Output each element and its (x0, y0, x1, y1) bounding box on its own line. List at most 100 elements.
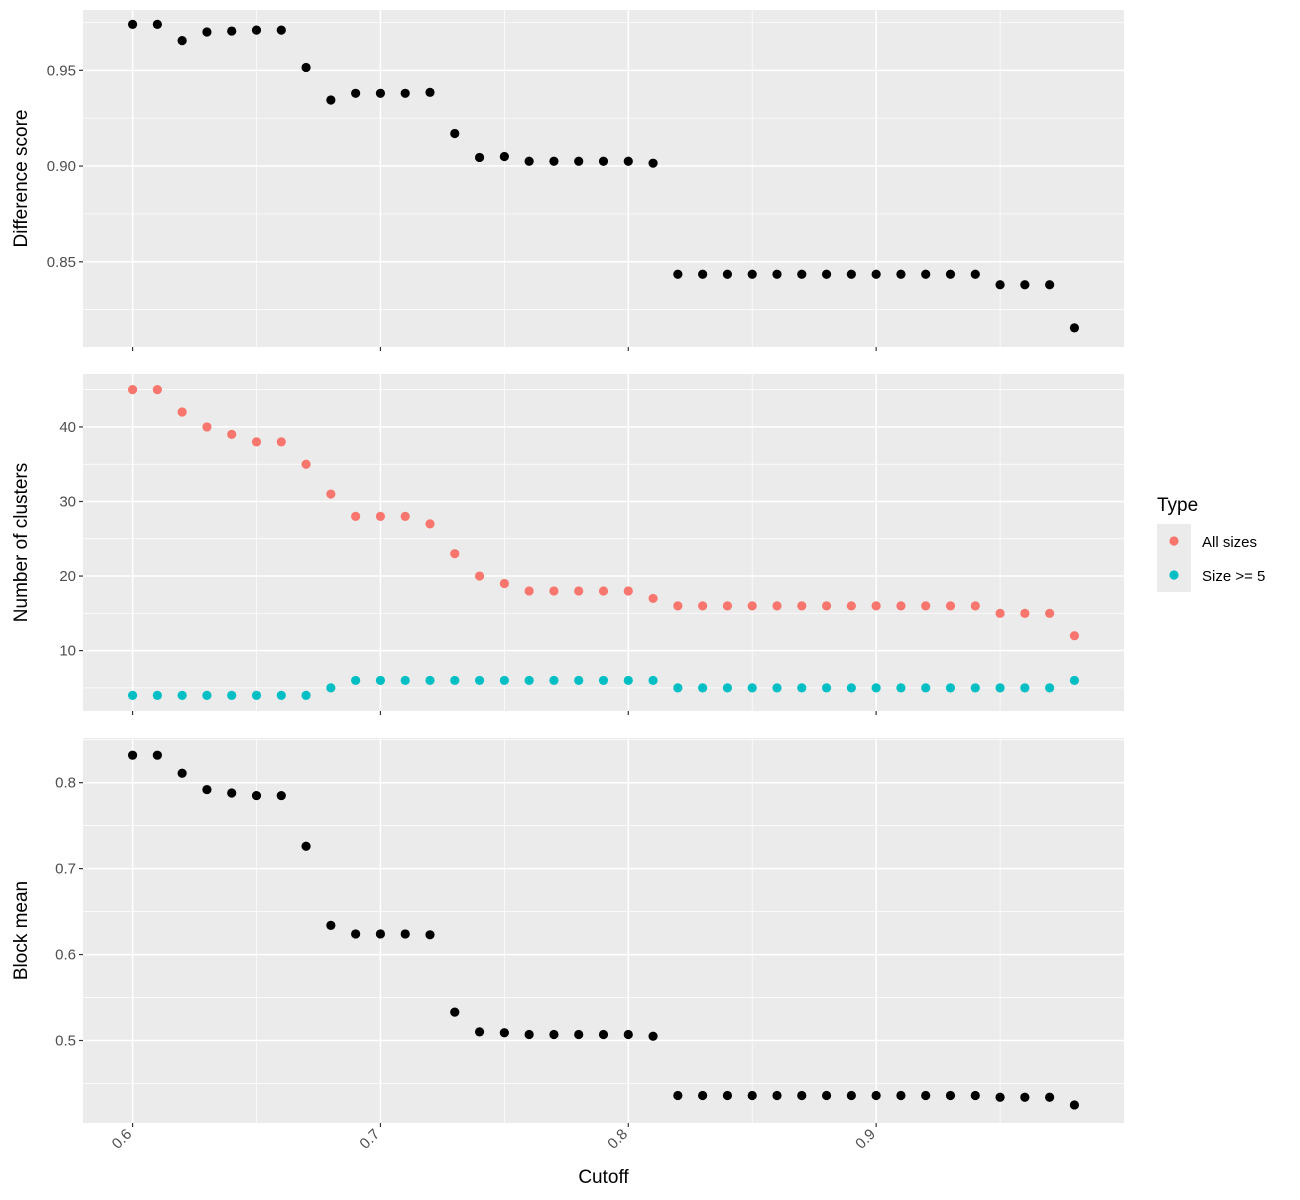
x-tick-label: 0.9 (852, 1126, 879, 1153)
data-point-series (797, 1090, 807, 1101)
data-point-size-5 (127, 690, 138, 700)
data-point-size-5 (276, 690, 286, 700)
data-point-size-5 (326, 683, 336, 693)
data-point-series (921, 1090, 931, 1101)
data-point-size-5 (921, 683, 931, 693)
data-point-size-5 (549, 675, 559, 686)
data-point-series (276, 25, 286, 35)
panels: 0.85 0.90 0.95 Difference score 10 20 30 40 Numb… (11, 10, 1124, 1188)
data-point-all-sizes (574, 586, 584, 596)
panel-background (83, 374, 1124, 711)
data-point-series (474, 1027, 485, 1037)
data-point-series (574, 156, 584, 166)
legend-key-size-ge-5 (1169, 570, 1179, 580)
data-point-size-5 (1045, 683, 1055, 693)
data-point-series (995, 280, 1005, 290)
data-point-series (1069, 1100, 1080, 1110)
data-point-series (202, 784, 212, 795)
data-point-size-5 (301, 690, 311, 700)
data-point-size-5 (945, 683, 956, 693)
data-point-series (623, 156, 633, 166)
data-point-size-5 (648, 675, 658, 686)
legend-label-all-sizes: All sizes (1202, 534, 1257, 551)
data-point-all-sizes (846, 601, 856, 611)
data-point-series (698, 1090, 708, 1101)
data-point-all-sizes (499, 578, 509, 589)
data-point-series (871, 269, 881, 279)
data-point-series (1020, 1092, 1030, 1102)
data-point-series (821, 269, 832, 279)
y-tick-label: 30 (59, 493, 76, 510)
y-tick-label: 0.95 (47, 62, 76, 79)
data-point-series (549, 156, 559, 166)
data-point-series (648, 158, 658, 168)
panel-1: 0.85 0.90 0.95 Difference score (11, 10, 1124, 351)
data-point-series (648, 1031, 658, 1041)
data-point-all-sizes (1020, 608, 1030, 618)
data-point-size-5 (474, 675, 485, 686)
panel-3: 0.5 0.6 0.7 0.8 0.6 0.7 0.8 0.9 Block mean Cutoff (11, 738, 1124, 1188)
legend-key-all-sizes (1169, 536, 1179, 546)
data-point-size-5 (524, 675, 534, 686)
data-point-series (623, 1029, 633, 1040)
data-point-all-sizes (598, 586, 609, 596)
data-point-size-5 (375, 675, 386, 686)
data-point-all-sizes (351, 511, 361, 522)
data-point-series (351, 88, 361, 98)
data-point-series (127, 750, 138, 760)
data-point-series (326, 95, 336, 105)
data-point-all-sizes (127, 385, 138, 395)
data-point-size-5 (574, 675, 584, 686)
data-point-all-sizes (673, 601, 683, 611)
data-point-series (375, 929, 386, 939)
data-point-size-5 (722, 683, 733, 693)
data-point-series (351, 929, 361, 939)
data-point-series (450, 1007, 460, 1017)
data-point-size-5 (673, 683, 683, 693)
data-point-series (698, 269, 708, 279)
data-point-series (177, 768, 187, 778)
data-point-all-sizes (276, 437, 286, 447)
data-point-all-sizes (326, 489, 336, 499)
data-point-size-5 (995, 683, 1005, 693)
data-point-series (673, 269, 683, 279)
x-tick-label: 0.7 (356, 1126, 383, 1153)
legend-title: Type (1157, 495, 1198, 516)
data-point-series (202, 27, 212, 37)
y-tick-label: 40 (59, 419, 76, 436)
data-point-all-sizes (623, 586, 633, 596)
data-point-series (846, 269, 856, 279)
data-point-series (970, 1090, 980, 1101)
data-point-series (896, 1090, 906, 1101)
data-point-all-sizes (474, 571, 485, 581)
data-point-series (251, 25, 262, 35)
data-point-all-sizes (921, 601, 931, 611)
data-point-size-5 (598, 675, 609, 686)
data-point-all-sizes (747, 601, 757, 611)
data-point-size-5 (871, 683, 881, 693)
data-point-size-5 (846, 683, 856, 693)
data-point-series (871, 1090, 881, 1101)
data-point-size-5 (177, 690, 187, 700)
data-point-all-sizes (722, 601, 733, 611)
data-point-all-sizes (945, 601, 956, 611)
data-point-all-sizes (301, 459, 311, 469)
data-point-series (1045, 1092, 1055, 1102)
legend: Type All sizes Size >= 5 (1157, 495, 1265, 592)
legend-label-size-ge-5: Size >= 5 (1202, 568, 1265, 585)
data-point-size-5 (1020, 683, 1030, 693)
data-point-size-5 (251, 690, 262, 700)
data-point-all-sizes (698, 601, 708, 611)
x-tick-label: 0.6 (109, 1126, 136, 1153)
data-point-all-sizes (970, 601, 980, 611)
data-point-series (152, 750, 162, 760)
data-point-series (474, 152, 485, 163)
data-point-series (499, 151, 509, 162)
data-point-series (772, 269, 782, 279)
data-point-size-5 (1069, 675, 1080, 686)
data-point-size-5 (152, 690, 162, 700)
y-tick-label: 20 (59, 568, 76, 585)
data-point-series (400, 88, 410, 98)
data-point-all-sizes (425, 519, 435, 529)
data-point-series (276, 790, 286, 801)
